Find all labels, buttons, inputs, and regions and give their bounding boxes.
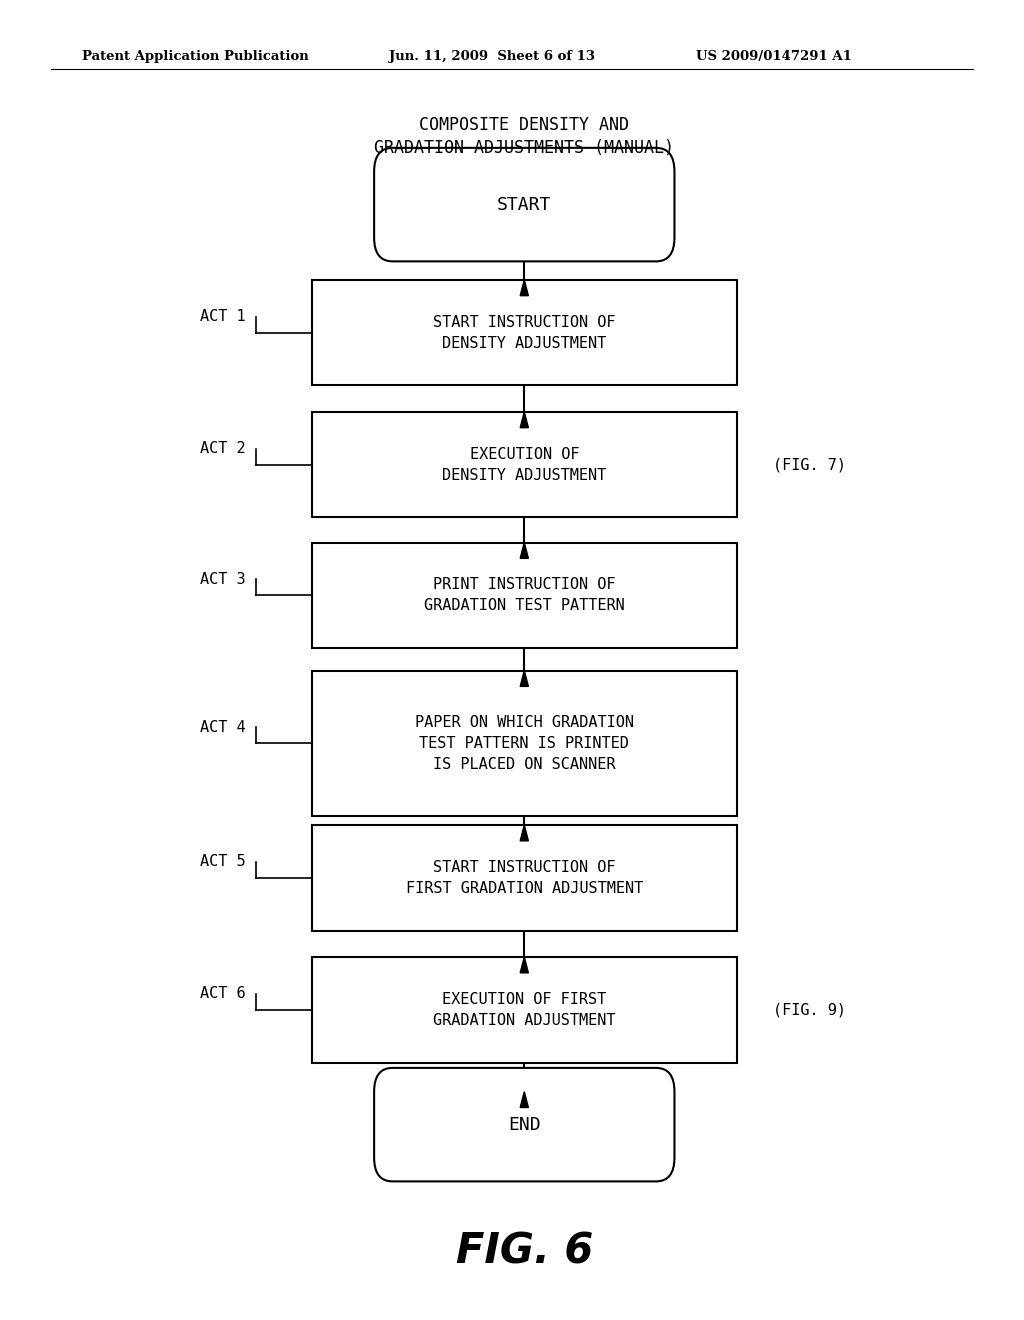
Text: COMPOSITE DENSITY AND: COMPOSITE DENSITY AND <box>419 116 630 135</box>
Text: (FIG. 7): (FIG. 7) <box>773 457 846 473</box>
Text: EXECUTION OF
DENSITY ADJUSTMENT: EXECUTION OF DENSITY ADJUSTMENT <box>442 446 606 483</box>
Text: EXECUTION OF FIRST
GRADATION ADJUSTMENT: EXECUTION OF FIRST GRADATION ADJUSTMENT <box>433 991 615 1028</box>
Text: START: START <box>497 195 552 214</box>
Text: Patent Application Publication: Patent Application Publication <box>82 50 308 63</box>
Text: ACT 6: ACT 6 <box>200 986 246 1002</box>
Text: PRINT INSTRUCTION OF
GRADATION TEST PATTERN: PRINT INSTRUCTION OF GRADATION TEST PATT… <box>424 577 625 614</box>
Text: START INSTRUCTION OF
DENSITY ADJUSTMENT: START INSTRUCTION OF DENSITY ADJUSTMENT <box>433 314 615 351</box>
Text: GRADATION ADJUSTMENTS (MANUAL): GRADATION ADJUSTMENTS (MANUAL) <box>375 139 674 157</box>
Text: ACT 3: ACT 3 <box>200 572 246 587</box>
Text: ACT 2: ACT 2 <box>200 441 246 457</box>
Text: (FIG. 9): (FIG. 9) <box>773 1002 846 1018</box>
Text: ACT 5: ACT 5 <box>200 854 246 870</box>
Text: PAPER ON WHICH GRADATION
TEST PATTERN IS PRINTED
IS PLACED ON SCANNER: PAPER ON WHICH GRADATION TEST PATTERN IS… <box>415 714 634 772</box>
Text: Jun. 11, 2009  Sheet 6 of 13: Jun. 11, 2009 Sheet 6 of 13 <box>389 50 595 63</box>
Text: END: END <box>508 1115 541 1134</box>
Text: START INSTRUCTION OF
FIRST GRADATION ADJUSTMENT: START INSTRUCTION OF FIRST GRADATION ADJ… <box>406 859 643 896</box>
Text: US 2009/0147291 A1: US 2009/0147291 A1 <box>696 50 852 63</box>
Text: FIG. 6: FIG. 6 <box>456 1230 593 1272</box>
Text: ACT 1: ACT 1 <box>200 309 246 325</box>
Text: ACT 4: ACT 4 <box>200 719 246 735</box>
